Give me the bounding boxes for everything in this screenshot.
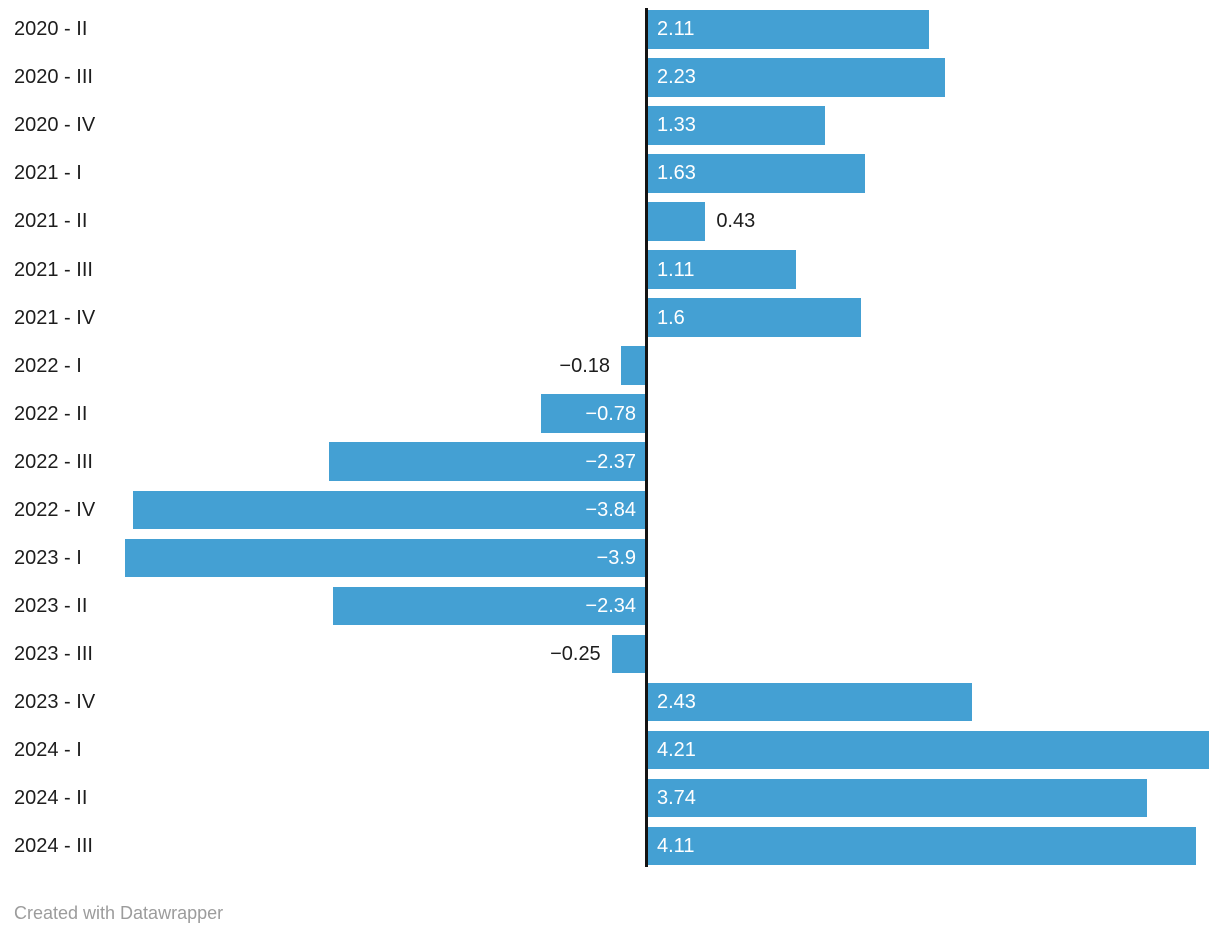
value-label: 1.63 — [657, 162, 696, 185]
row-label: 2024 - II — [14, 787, 88, 810]
row-label: 2024 - III — [14, 835, 93, 858]
bar-chart: 2020 - II 2.11 2020 - III 2.23 2020 - IV 1.33… — [14, 8, 1210, 868]
row-label: 2020 - III — [14, 66, 93, 89]
bar — [125, 538, 645, 578]
bar — [648, 682, 972, 722]
bar — [648, 106, 826, 145]
value-label: −2.34 — [585, 594, 636, 617]
bar — [648, 10, 930, 49]
value-label: −3.9 — [596, 546, 636, 569]
value-label: 4.11 — [657, 835, 695, 858]
value-label: 1.6 — [657, 306, 685, 329]
value-label: 2.11 — [657, 18, 695, 41]
value-label: 1.11 — [657, 258, 695, 281]
bar — [648, 250, 796, 289]
bar — [648, 202, 706, 241]
row-label: 2021 - II — [14, 210, 88, 233]
value-label: 0.43 — [716, 210, 756, 233]
datawrapper-credit-link[interactable]: Created with Datawrapper — [14, 903, 224, 923]
value-label: 1.33 — [657, 114, 696, 137]
bar — [541, 394, 645, 433]
bar — [648, 826, 1196, 866]
row-label: 2020 - II — [14, 18, 88, 41]
value-label: −3.84 — [585, 498, 636, 521]
bar — [329, 442, 645, 481]
value-label: 2.23 — [657, 66, 696, 89]
bar — [648, 58, 946, 97]
value-label: 2.43 — [657, 690, 696, 713]
bar — [648, 730, 1210, 770]
row-label: 2022 - I — [14, 354, 82, 377]
value-label: −2.37 — [585, 450, 636, 473]
value-label: 4.21 — [657, 739, 696, 761]
row-label: 2023 - IV — [14, 690, 96, 713]
bar — [133, 490, 645, 529]
row-label: 2020 - IV — [14, 114, 96, 137]
bar — [648, 298, 862, 337]
row-label: 2022 - II — [14, 402, 88, 425]
bar — [611, 634, 645, 674]
zero-axis-line — [645, 8, 648, 868]
bar — [648, 154, 866, 193]
row-label: 2021 - III — [14, 258, 93, 281]
bar — [621, 346, 645, 385]
value-label: −0.78 — [585, 402, 636, 425]
bar — [333, 586, 645, 626]
value-label: −0.25 — [550, 642, 601, 665]
row-label: 2021 - I — [14, 162, 82, 185]
row-label: 2023 - I — [14, 546, 82, 569]
bar — [648, 778, 1147, 818]
row-label: 2021 - IV — [14, 306, 96, 329]
row-label: 2023 - III — [14, 642, 93, 665]
row-label: 2023 - II — [14, 594, 88, 617]
value-label: −0.18 — [559, 354, 611, 377]
value-label: 3.74 — [657, 787, 696, 810]
row-label: 2022 - IV — [14, 498, 96, 521]
row-label: 2024 - I — [14, 739, 82, 761]
row-label: 2022 - III — [14, 450, 93, 473]
